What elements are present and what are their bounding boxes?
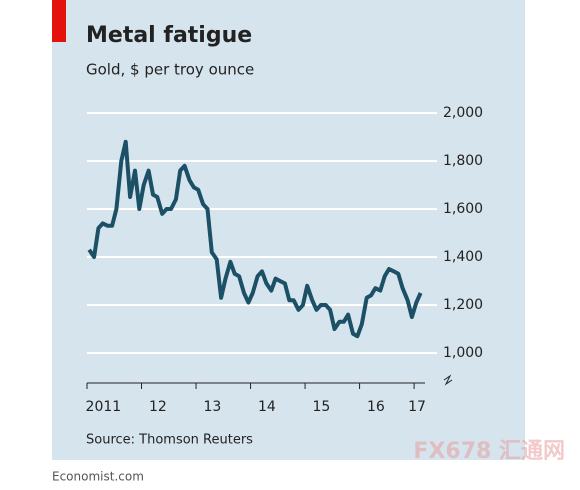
price-line [87,139,423,339]
x-tick-label: 14 [258,399,276,415]
footer: Economist.com [52,470,144,484]
y-tick-label: 1,400 [443,249,483,265]
chart-title: Metal fatigue [86,23,252,48]
chart-subtitle: Gold, $ per troy ounce [86,61,254,79]
x-tick-label: 2011 [86,399,122,415]
y-tick-label: 1,800 [443,153,483,169]
x-tick-label: 15 [313,399,331,415]
y-tick-label: 1,000 [443,345,483,361]
y-tick-label: 1,600 [443,201,483,217]
axis-break [443,374,453,386]
y-tick-label: 2,000 [443,105,483,121]
x-tick-label: 17 [408,399,426,415]
red-tab [52,0,66,42]
x-tick-label: 12 [149,399,167,415]
x-tick-label: 16 [367,399,385,415]
source: Source: Thomson Reuters [86,433,253,448]
x-tick-label: 13 [203,399,221,415]
y-tick-label: 1,200 [443,297,483,313]
watermark: FX678 汇通网 [413,439,565,464]
